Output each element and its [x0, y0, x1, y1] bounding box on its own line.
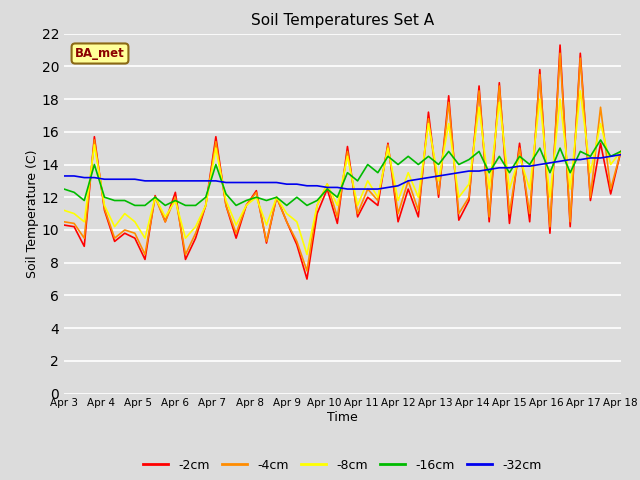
X-axis label: Time: Time [327, 411, 358, 424]
Text: BA_met: BA_met [75, 47, 125, 60]
Legend: -2cm, -4cm, -8cm, -16cm, -32cm: -2cm, -4cm, -8cm, -16cm, -32cm [138, 454, 547, 477]
Title: Soil Temperatures Set A: Soil Temperatures Set A [251, 13, 434, 28]
Y-axis label: Soil Temperature (C): Soil Temperature (C) [26, 149, 38, 278]
